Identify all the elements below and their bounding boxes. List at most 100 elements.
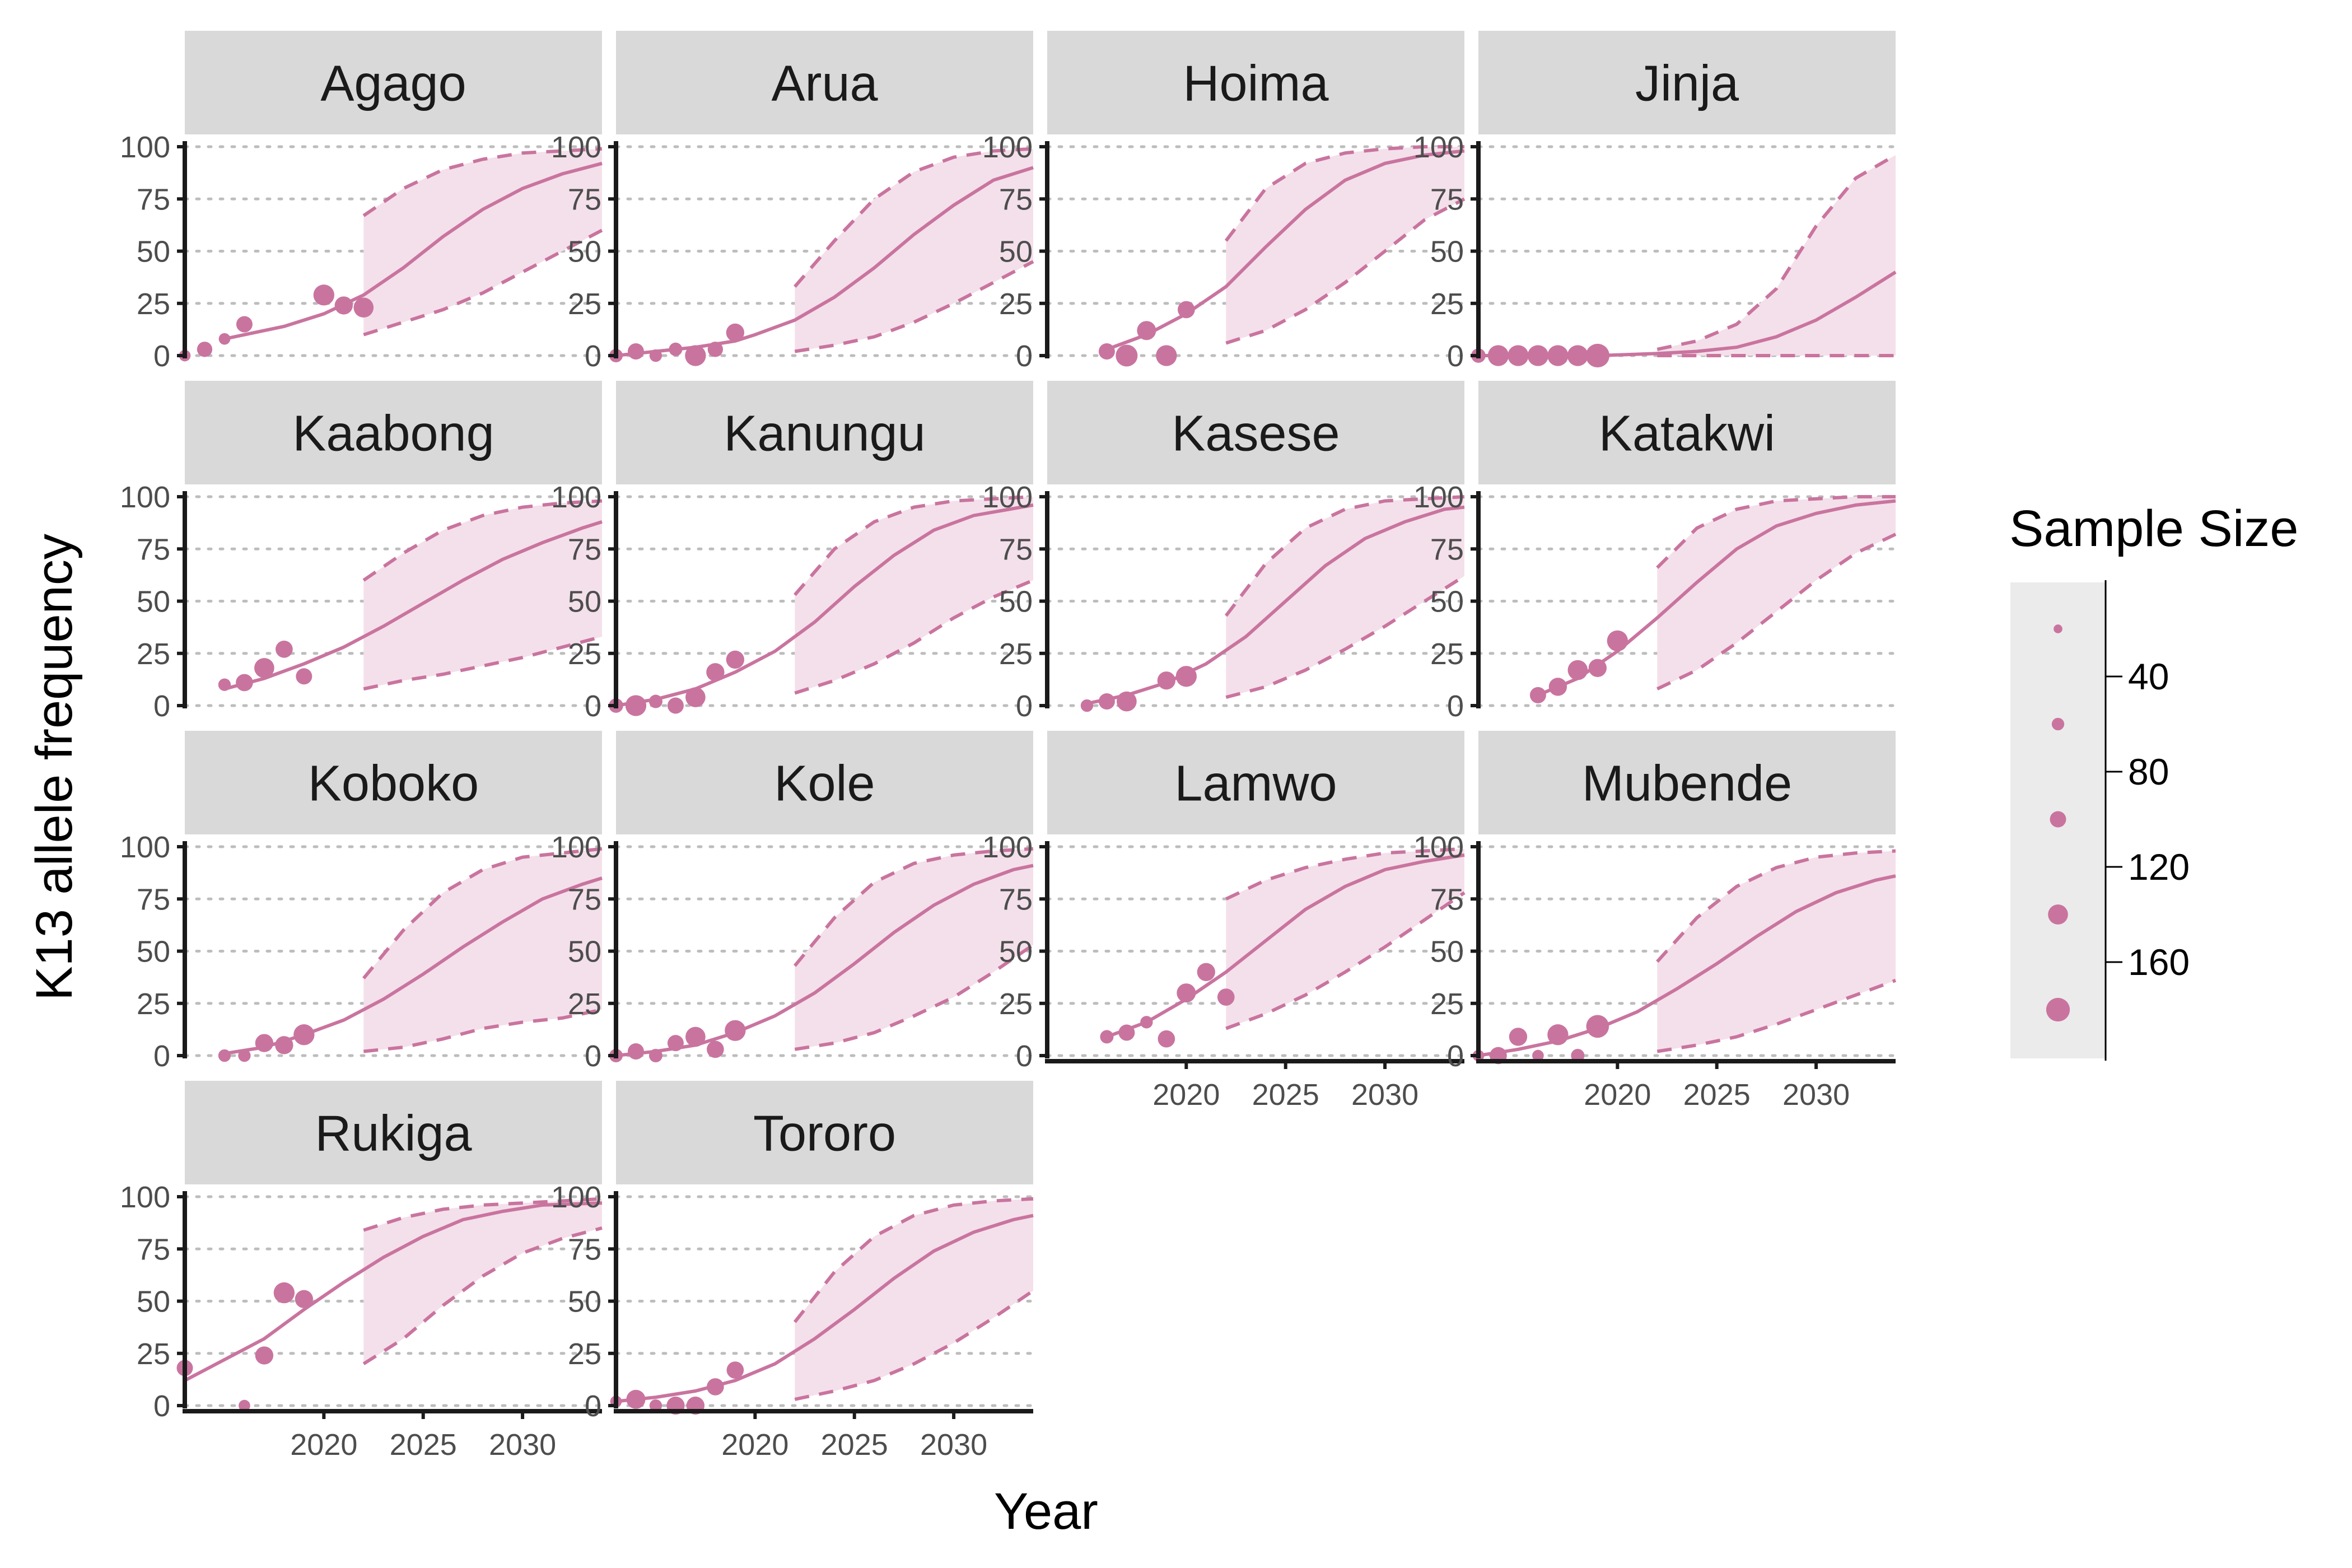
y-tick-label: 0 — [585, 689, 601, 723]
data-point — [726, 650, 745, 669]
y-tick-label: 75 — [1430, 883, 1464, 916]
data-point — [1508, 345, 1529, 366]
upper-bound-line — [793, 847, 1034, 967]
y-tick-label: 50 — [1430, 235, 1464, 269]
uncertainty-ribbon — [363, 148, 602, 335]
y-tick-label: 25 — [1430, 637, 1464, 671]
data-point — [334, 296, 353, 315]
data-point — [353, 297, 374, 318]
facet-strip — [185, 381, 602, 484]
lower-bound-line — [794, 1289, 1034, 1401]
y-tick-label: 75 — [1430, 533, 1464, 566]
y-tick-label: 50 — [1430, 935, 1464, 969]
x-tick-label: 2025 — [1683, 1078, 1751, 1112]
facet-strip — [616, 731, 1033, 834]
x-tick-label: 2030 — [1782, 1078, 1850, 1112]
data-point — [667, 697, 684, 714]
facet-strip-label: Koboko — [308, 756, 479, 812]
y-tick-label: 100 — [551, 480, 601, 514]
data-point — [1527, 345, 1549, 366]
x-tick-label: 2025 — [1252, 1078, 1319, 1112]
legend-key-point — [2048, 904, 2068, 925]
data-point — [239, 1399, 250, 1412]
panel-tororo: Tororo 0 25 50 75 100 2020 2025 2030 — [551, 1081, 1035, 1462]
uncertainty-ribbon — [795, 497, 1033, 693]
uncertainty-ribbon — [1657, 497, 1896, 689]
y-tick-label: 50 — [999, 935, 1033, 969]
data-point — [295, 1290, 314, 1308]
facet-strip — [1047, 731, 1464, 834]
y-tick-label: 75 — [568, 183, 601, 216]
lower-bound-line — [794, 578, 1034, 695]
y-tick-label: 25 — [568, 1337, 601, 1371]
x-tick-label: 2020 — [290, 1428, 357, 1462]
legend-keys — [2046, 624, 2070, 1022]
data-point — [1116, 344, 1138, 367]
legend-key-point — [2054, 624, 2062, 633]
x-tick-label: 2025 — [390, 1428, 457, 1462]
data-point — [626, 1389, 646, 1409]
uncertainty-ribbon — [363, 848, 602, 1052]
legend-label: 160 — [2128, 941, 2190, 983]
uncertainty-ribbon — [1226, 497, 1464, 698]
upper-bound-line — [362, 847, 603, 979]
y-tick-label: 50 — [568, 235, 601, 269]
data-point — [1532, 1049, 1544, 1062]
median-line — [615, 864, 1034, 1057]
y-tick-label: 25 — [568, 287, 601, 321]
upper-bound-line — [362, 499, 603, 582]
y-tick-label: 100 — [120, 130, 170, 164]
uncertainty-ribbon — [795, 1198, 1033, 1399]
panel-mubende: Mubende 0 25 50 75 100 2020 2025 2030 — [1413, 731, 1897, 1112]
y-tick-label: 50 — [137, 235, 170, 269]
upper-bound-line — [362, 147, 603, 217]
median-line — [615, 503, 1034, 707]
legend-key-point — [2051, 717, 2065, 731]
upper-bound-line — [793, 1197, 1034, 1323]
data-point — [1509, 1028, 1528, 1046]
data-point — [625, 695, 647, 716]
data-point — [1547, 345, 1569, 366]
y-tick-label: 50 — [1430, 585, 1464, 619]
facet-strip-label: Lamwo — [1174, 756, 1337, 812]
data-point — [197, 342, 213, 357]
data-point — [1098, 343, 1115, 360]
lower-bound-line — [362, 1226, 603, 1365]
y-tick-label: 100 — [1413, 830, 1464, 864]
data-point — [649, 1399, 662, 1412]
upper-bound-line — [1224, 145, 1464, 242]
y-tick-label: 100 — [120, 480, 170, 514]
y-tick-label: 50 — [568, 935, 601, 969]
uncertainty-ribbon — [795, 848, 1033, 1049]
y-tick-label: 75 — [568, 533, 601, 566]
uncertainty-ribbon — [363, 501, 602, 689]
y-tick-label: 0 — [1447, 1039, 1464, 1073]
panel-hoima: Hoima 0 25 50 75 100 — [982, 31, 1466, 373]
upper-bound-line — [794, 495, 1034, 596]
y-tick-label: 0 — [153, 1389, 170, 1423]
data-point — [218, 678, 231, 691]
y-tick-label: 75 — [137, 1233, 170, 1266]
facet-strip-label: Hoima — [1183, 56, 1329, 112]
upper-bound-line — [1225, 847, 1465, 901]
y-tick-label: 50 — [137, 935, 170, 969]
y-tick-label: 100 — [120, 1180, 170, 1214]
data-point — [276, 640, 293, 658]
x-tick-label: 2030 — [1351, 1078, 1418, 1112]
y-tick-label: 25 — [999, 287, 1033, 321]
y-tick-label: 75 — [999, 533, 1033, 566]
data-point — [313, 284, 334, 306]
median-line — [224, 520, 603, 691]
y-tick-label: 25 — [137, 287, 170, 321]
panel-agago: Agago 0 25 50 75 100 — [120, 31, 604, 373]
data-point — [273, 1282, 295, 1304]
y-tick-label: 25 — [137, 637, 170, 671]
facet-strip — [1047, 381, 1464, 484]
uncertainty-ribbon — [795, 148, 1033, 352]
facet-strip-label: Kanungu — [724, 406, 925, 462]
panel-koboko: Koboko 0 25 50 75 100 — [120, 731, 604, 1073]
y-tick-label: 100 — [551, 1180, 601, 1214]
legend-label: 120 — [2128, 846, 2190, 888]
uncertainty-ribbon — [1657, 155, 1896, 356]
data-point — [255, 1346, 274, 1365]
